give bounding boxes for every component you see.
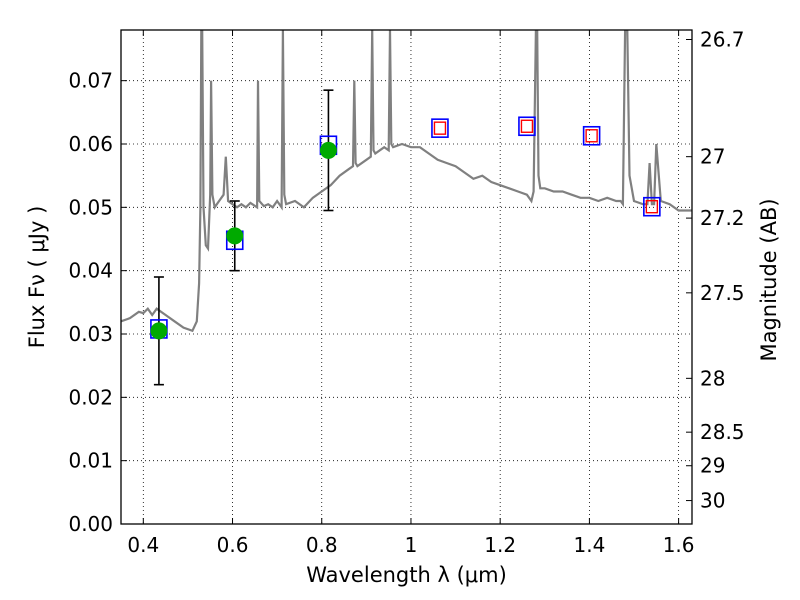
mag-tick-label: 28.5 — [700, 420, 745, 444]
model-photometry-box — [643, 196, 661, 217]
x-tick-label: 1 — [405, 533, 418, 557]
y-tick-label: 0.03 — [68, 322, 113, 346]
observed-point — [150, 322, 168, 340]
x-axis-label: Wavelength λ (μm) — [306, 563, 507, 587]
mag-tick-label: 30 — [700, 489, 725, 513]
y-tick-label: 0.06 — [68, 132, 113, 156]
x-tick-label: 1.4 — [573, 533, 605, 557]
plot-frame — [120, 29, 693, 525]
data-markers — [150, 89, 661, 386]
y-tick-label: 0.01 — [68, 449, 113, 473]
x-tick-label: 0.6 — [217, 533, 249, 557]
mag-tick-label: 29 — [700, 454, 725, 478]
predicted-photometry-box — [645, 199, 659, 214]
mag-tick-label: 27.2 — [700, 206, 745, 230]
mag-tick-label: 27 — [700, 145, 725, 169]
y-tick-label: 0.00 — [68, 512, 113, 536]
y-axis-label: Flux Fν ( μJy ) — [25, 206, 49, 349]
x-tick-label: 0.4 — [127, 533, 159, 557]
x-tick-label: 0.8 — [306, 533, 338, 557]
observed-point — [319, 141, 337, 159]
magnitude-axis-label: Magnitude (AB) — [757, 198, 781, 361]
mag-tick-label: 28 — [700, 366, 725, 390]
predicted-photometry-box — [520, 119, 534, 133]
x-tick-label: 1.6 — [663, 533, 695, 557]
y-tick-label: 0.07 — [68, 69, 113, 93]
predicted-photometry-box — [585, 129, 598, 143]
magnitude-axis: 26.7 27 27.2 27.5 28 28.5 29 30 — [686, 28, 745, 513]
y-tick-label: 0.04 — [68, 259, 113, 283]
y-tick-label: 0.02 — [68, 385, 113, 409]
grid-lines — [121, 30, 692, 525]
y-tick-label: 0.05 — [68, 195, 113, 219]
mag-tick-label: 26.7 — [700, 28, 745, 52]
model-photometry-box — [518, 116, 536, 137]
y-axis: 0.00 0.01 0.02 0.03 0.04 0.05 0.06 0.07 — [68, 69, 127, 536]
model-photometry-box — [431, 118, 449, 138]
observed-point — [226, 227, 244, 245]
predicted-photometry-box — [433, 121, 447, 135]
x-axis: 0.4 0.6 0.8 1 1.2 1.4 1.6 — [127, 30, 695, 557]
spectrum-line — [121, 30, 692, 333]
mag-tick-label: 27.5 — [700, 281, 745, 305]
model-photometry-box — [582, 125, 601, 146]
x-tick-label: 1.2 — [484, 533, 516, 557]
